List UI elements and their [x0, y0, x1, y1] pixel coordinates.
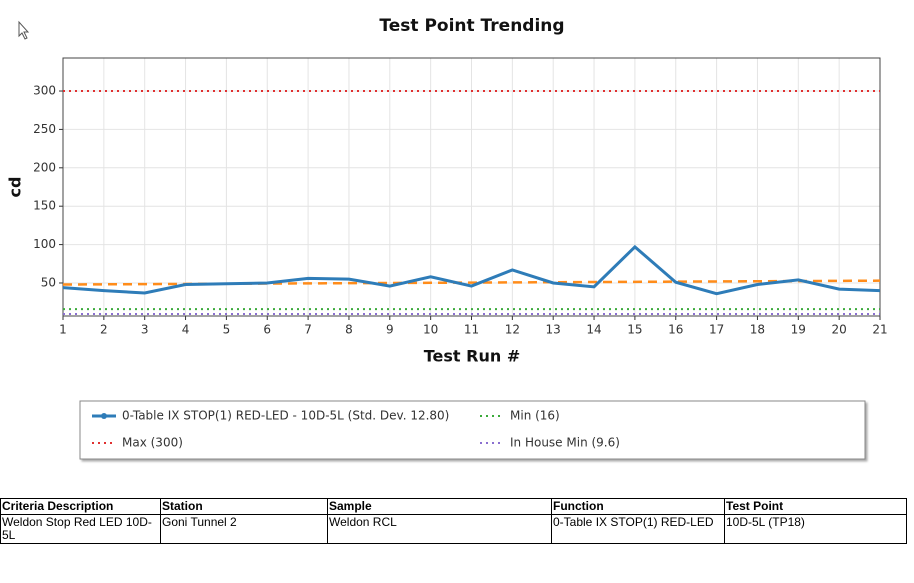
x-tick-label: 3	[141, 323, 149, 337]
legend-label: Max (300)	[122, 436, 183, 450]
y-tick-label: 150	[33, 199, 56, 213]
x-tick-label: 18	[750, 323, 765, 337]
legend-label: Min (16)	[510, 409, 560, 423]
header-cell: Criteria Description	[0, 498, 161, 515]
y-tick-label: 300	[33, 84, 56, 98]
x-tick-label: 11	[464, 323, 479, 337]
x-tick-label: 7	[304, 323, 312, 337]
header-cell: Station	[160, 498, 328, 515]
y-tick-label: 50	[41, 275, 56, 289]
x-tick-label: 13	[546, 323, 561, 337]
x-tick-label: 15	[627, 323, 642, 337]
x-tick-label: 17	[709, 323, 724, 337]
series-line	[62, 244, 881, 296]
x-tick-label: 12	[505, 323, 520, 337]
x-tick-label: 9	[386, 323, 394, 337]
info-table: Criteria Description Station Sample Functio…	[0, 498, 907, 544]
table-cell: Goni Tunnel 2	[160, 514, 328, 544]
chart: Test Point Trending Test Run # cd 50 100 1…	[6, 16, 888, 460]
chart-title: Test Point Trending	[379, 16, 564, 36]
x-tick-label: 1	[59, 323, 67, 337]
x-tick-label: 5	[223, 323, 231, 337]
legend-swatch-marker	[101, 413, 107, 419]
x-tick-label: 16	[668, 323, 683, 337]
cursor-icon	[18, 20, 30, 40]
x-tick-label: 4	[182, 323, 190, 337]
x-tick-label: 19	[791, 323, 806, 337]
x-tick-label: 14	[586, 323, 601, 337]
header-cell: Sample	[327, 498, 552, 515]
x-tick-label: 21	[872, 323, 887, 337]
y-tick-label: 100	[33, 237, 56, 251]
header-cell: Test Point	[724, 498, 907, 515]
y-tick-label: 200	[33, 160, 56, 174]
header-cell: Function	[551, 498, 725, 515]
x-tick-label: 6	[263, 323, 271, 337]
x-tick-label: 8	[345, 323, 353, 337]
table-cell: Weldon RCL	[327, 514, 552, 544]
plot-frame	[62, 57, 881, 317]
legend-label: In House Min (9.6)	[510, 436, 620, 450]
x-tick-label: 10	[423, 323, 438, 337]
header-row: Criteria Description Station Sample Functio…	[0, 498, 907, 515]
y-tick-label: 250	[33, 122, 56, 136]
table-cell: Weldon Stop Red LED 10D-5L	[0, 514, 161, 544]
table-cell: 0-Table IX STOP(1) RED-LED	[551, 514, 725, 544]
x-tick-label: 2	[100, 323, 108, 337]
legend-label: 0-Table IX STOP(1) RED-LED - 10D-5L (Std…	[122, 409, 449, 423]
x-axis-label: Test Run #	[424, 347, 520, 366]
y-axis-label: cd	[6, 177, 25, 198]
legend	[79, 400, 866, 460]
x-tick-label: 20	[832, 323, 847, 337]
table-cell: 10D-5L (TP18)	[724, 514, 907, 544]
